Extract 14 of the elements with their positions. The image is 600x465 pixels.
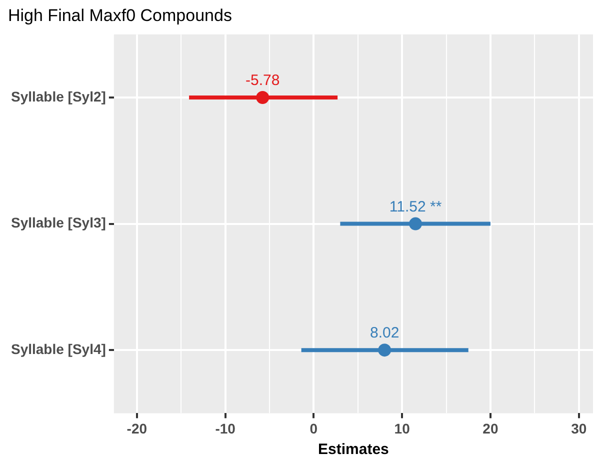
x-tick-label: 0 <box>310 420 318 436</box>
data-label: 8.02 <box>370 324 400 342</box>
x-tick-label: 20 <box>482 420 498 436</box>
x-tick-label: -20 <box>126 420 148 436</box>
x-tick-label: 10 <box>394 420 410 436</box>
y-tick-label: Syllable [Syl4] <box>10 340 106 357</box>
x-tick-label: -10 <box>215 420 236 436</box>
data-label: -5.78 <box>246 72 280 90</box>
x-tick-label: 30 <box>571 420 587 436</box>
y-tick-label: Syllable [Syl3] <box>10 214 106 231</box>
y-tick-label: Syllable [Syl2] <box>10 88 106 104</box>
data-label: 11.52 ** <box>389 198 442 216</box>
x-axis-title: Estimates <box>318 441 389 458</box>
chart-title: High Final Maxf0 Compounds <box>8 6 232 25</box>
